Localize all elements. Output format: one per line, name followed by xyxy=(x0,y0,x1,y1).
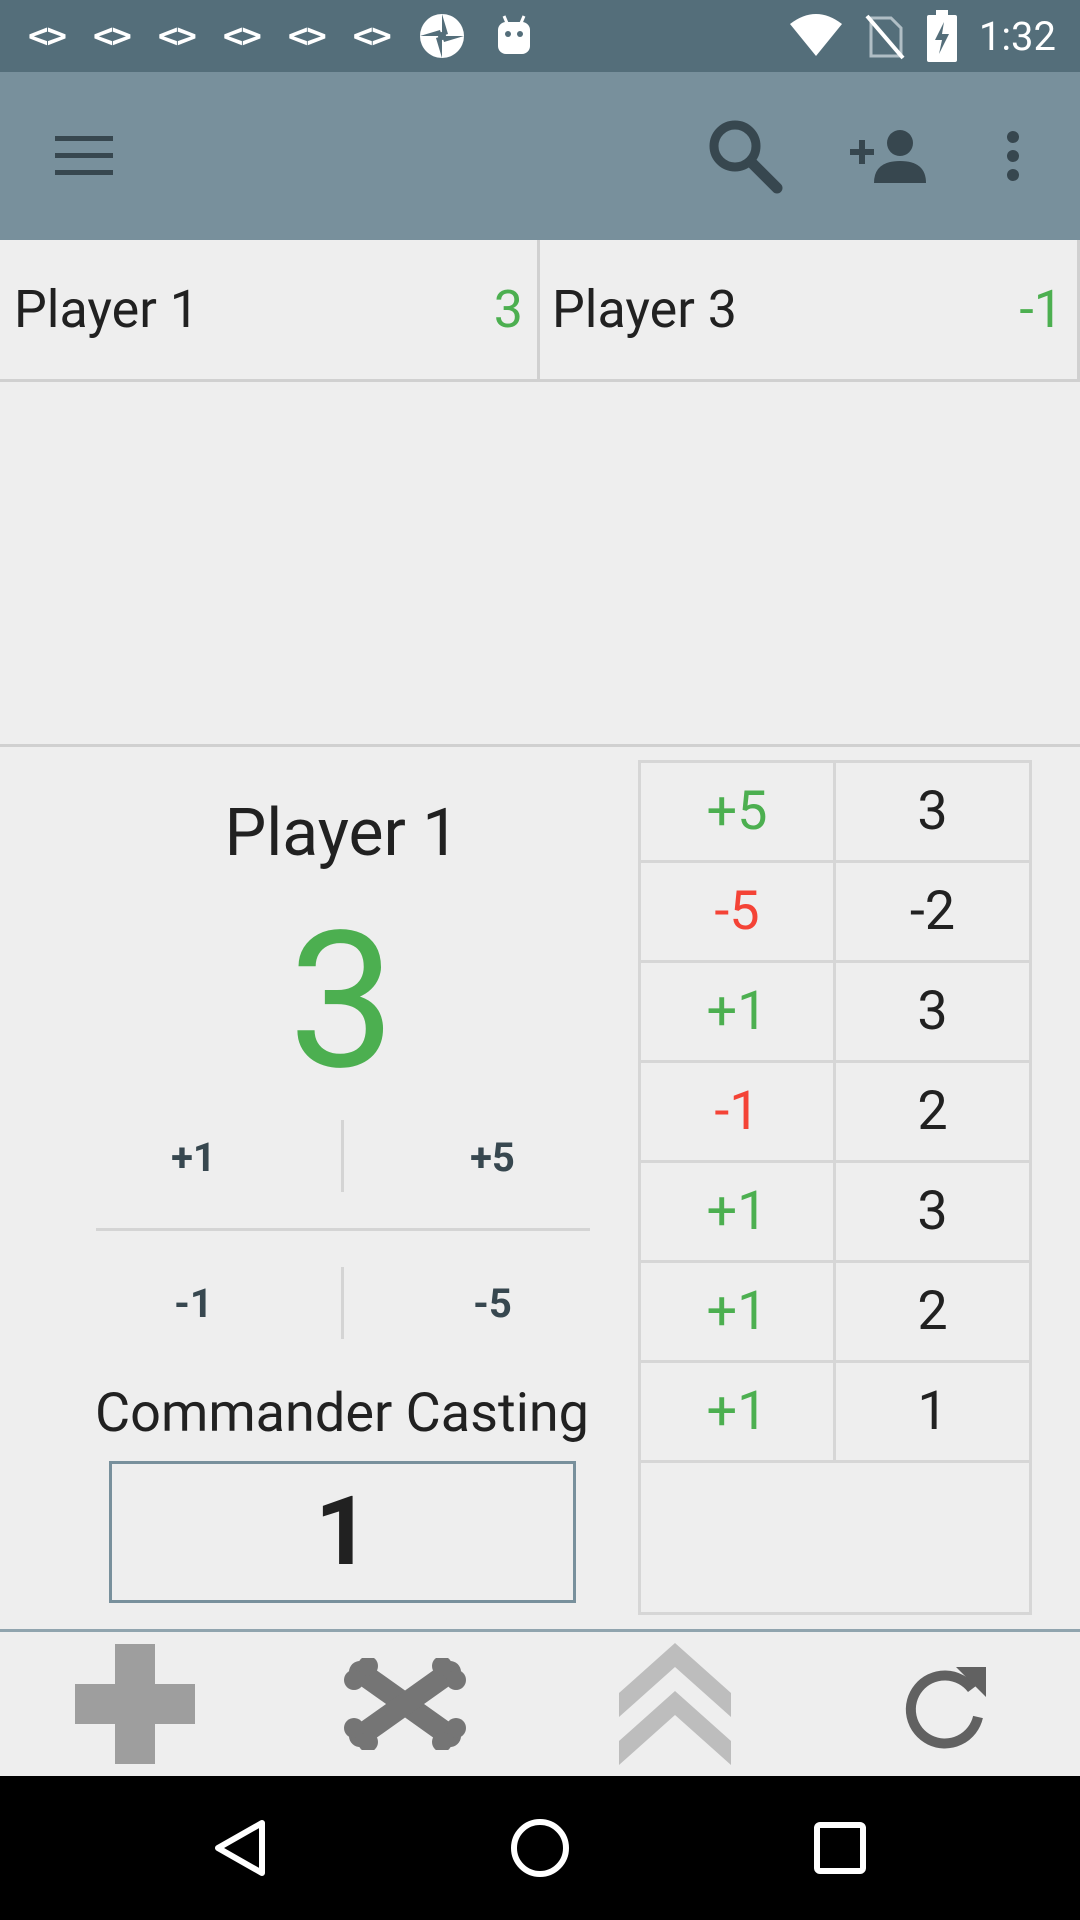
code-icon: <> xyxy=(352,16,392,56)
refresh-icon xyxy=(905,1667,986,1749)
history-total: 1 xyxy=(917,1380,948,1443)
player-tab-3[interactable]: Player 3 -1 xyxy=(540,240,1077,379)
history-delta: -5 xyxy=(641,863,836,960)
player-list: Player 1 3 Player 3 -1 xyxy=(0,240,1080,382)
double-chevron-up-icon xyxy=(619,1643,731,1765)
status-bar: <> <> <> <> <> <> 1:32 xyxy=(0,0,1080,72)
overflow-menu-button[interactable] xyxy=(972,72,1054,240)
history-row: +1 3 xyxy=(641,1163,1029,1263)
navigation-bar xyxy=(0,1776,1080,1920)
home-button[interactable] xyxy=(440,1776,640,1920)
history-delta: +1 xyxy=(641,1163,836,1260)
code-icon: <> xyxy=(222,16,262,56)
add-player-button[interactable] xyxy=(838,72,938,240)
code-icon: <> xyxy=(92,16,132,56)
home-icon xyxy=(511,1819,569,1877)
history-total: 3 xyxy=(917,1180,948,1243)
history-delta: +5 xyxy=(641,763,836,860)
history-total: 2 xyxy=(917,1080,948,1143)
history-total: 3 xyxy=(917,780,948,843)
player-tab-name: Player 1 xyxy=(14,279,199,340)
reset-button[interactable] xyxy=(810,1632,1080,1776)
history-row: +5 3 xyxy=(641,763,1029,863)
history-total: 3 xyxy=(917,980,948,1043)
app-toolbar xyxy=(0,72,1080,240)
section-divider xyxy=(0,744,1080,747)
no-sim-icon xyxy=(865,14,905,60)
selected-player-score: 3 xyxy=(288,891,396,1113)
notification-icons: <> <> <> <> <> <> xyxy=(28,0,534,72)
button-divider xyxy=(341,1267,344,1339)
android-icon xyxy=(497,15,530,54)
menu-icon xyxy=(55,136,113,175)
wifi-icon xyxy=(789,14,842,56)
add-person-icon xyxy=(850,130,926,183)
system-status: 1:32 xyxy=(789,0,1056,72)
history-delta: +1 xyxy=(641,1363,836,1460)
button-divider xyxy=(341,1120,344,1192)
add-button[interactable] xyxy=(0,1632,270,1776)
tab-divider xyxy=(537,240,540,379)
history-delta: +1 xyxy=(641,963,836,1060)
overflow-menu-icon xyxy=(1007,131,1019,181)
history-total: -2 xyxy=(909,880,956,943)
crossbones-icon xyxy=(344,1658,466,1750)
plus-five-button[interactable]: +5 xyxy=(470,1133,515,1181)
history-row: +1 2 xyxy=(641,1263,1029,1363)
recents-button[interactable] xyxy=(740,1776,940,1920)
plus-one-button[interactable]: +1 xyxy=(171,1133,216,1181)
eliminate-button[interactable] xyxy=(270,1632,540,1776)
history-row: +1 3 xyxy=(641,963,1029,1063)
minus-five-button[interactable]: -5 xyxy=(473,1279,512,1327)
plus-icon xyxy=(75,1644,195,1764)
history-row: -5 -2 xyxy=(641,863,1029,963)
selected-player-name: Player 1 xyxy=(224,795,460,872)
bottom-action-bar xyxy=(0,1632,1080,1776)
menu-button[interactable] xyxy=(32,72,136,240)
battery-charging-icon xyxy=(926,10,957,62)
search-button[interactable] xyxy=(690,72,800,240)
back-icon xyxy=(215,1820,265,1876)
player-tab-1[interactable]: Player 1 3 xyxy=(0,240,537,379)
status-time: 1:32 xyxy=(978,12,1056,60)
history-delta: +1 xyxy=(641,1263,836,1360)
promote-button[interactable] xyxy=(540,1632,810,1776)
search-icon xyxy=(709,120,783,194)
code-icon: <> xyxy=(28,16,67,56)
player-tab-score: 3 xyxy=(493,279,523,340)
button-divider xyxy=(96,1228,590,1231)
aperture-icon xyxy=(419,14,464,58)
history-row: +1 1 xyxy=(641,1363,1029,1463)
player-detail: Player 1 3 +1 +5 -1 -5 Commander Casting… xyxy=(0,747,640,1627)
tab-divider xyxy=(1077,240,1080,379)
minus-one-button[interactable]: -1 xyxy=(174,1279,213,1327)
history-row: -1 2 xyxy=(641,1063,1029,1163)
commander-casting-label: Commander Casting xyxy=(95,1382,589,1445)
commander-casting-field[interactable]: 1 xyxy=(109,1461,576,1603)
code-icon: <> xyxy=(287,16,327,56)
back-button[interactable] xyxy=(140,1776,340,1920)
history-total: 2 xyxy=(917,1280,948,1343)
empty-area xyxy=(0,382,1080,744)
recents-icon xyxy=(814,1822,866,1874)
player-tab-name: Player 3 xyxy=(552,279,737,340)
score-history: +5 3 -5 -2 +1 3 -1 2 +1 3 +1 2 +1 1 xyxy=(638,760,1032,1615)
history-delta: -1 xyxy=(641,1063,836,1160)
bottom-divider xyxy=(0,1629,1080,1632)
player-tab-score: -1 xyxy=(1019,279,1063,340)
code-icon: <> xyxy=(157,16,197,56)
